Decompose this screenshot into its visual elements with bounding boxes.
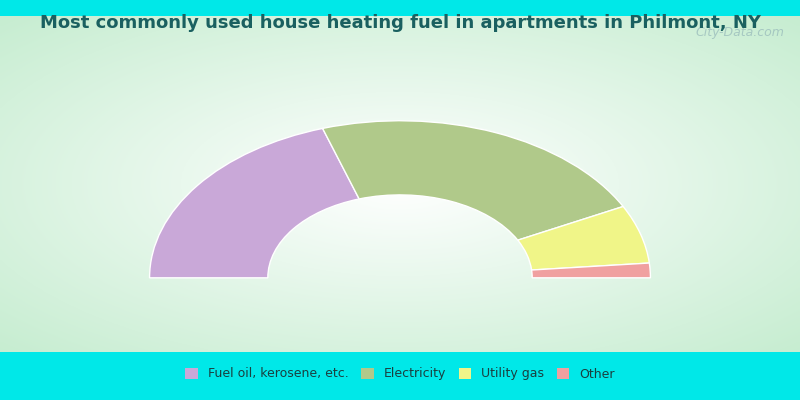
Wedge shape (322, 121, 623, 240)
Legend: Fuel oil, kerosene, etc., Electricity, Utility gas, Other: Fuel oil, kerosene, etc., Electricity, U… (179, 361, 621, 387)
Wedge shape (531, 263, 650, 278)
Text: Most commonly used house heating fuel in apartments in Philmont, NY: Most commonly used house heating fuel in… (39, 14, 761, 32)
Text: City-Data.com: City-Data.com (695, 26, 784, 39)
Wedge shape (150, 128, 359, 278)
Wedge shape (518, 206, 650, 270)
